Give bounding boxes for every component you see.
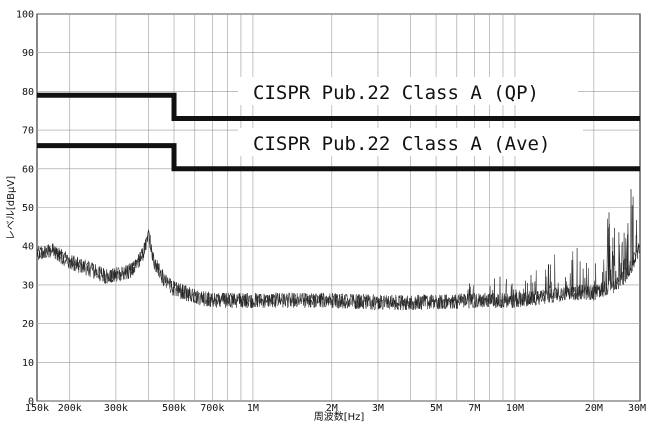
y-tick-label: 50	[22, 203, 34, 214]
qp-label-bg	[238, 77, 578, 105]
qp-limit-label: CISPR Pub.22 Class A (QP)	[253, 82, 539, 104]
y-tick-label: 90	[22, 48, 34, 59]
x-tick-label: 2M	[326, 403, 338, 414]
x-tick-label: 3M	[372, 403, 384, 414]
x-tick-label: 150k	[25, 403, 49, 414]
noise-trace	[36, 189, 641, 311]
limit-lines	[37, 92, 640, 172]
y-tick-label: 40	[22, 242, 34, 253]
x-tick-label: 200k	[58, 403, 82, 414]
x-tick-label: 1M	[247, 403, 259, 414]
y-tick-label: 60	[22, 164, 34, 175]
x-tick-label: 500k	[162, 403, 186, 414]
y-tick-label: 80	[22, 87, 34, 98]
x-axis-label: 周波数[Hz]	[314, 410, 365, 423]
y-tick-label: 100	[16, 10, 34, 21]
y-tick-label: 70	[22, 126, 34, 137]
x-tick-label: 30M	[628, 403, 646, 414]
y-axis-label: レベル[dBμV]	[5, 176, 17, 240]
ave-limit-label: CISPR Pub.22 Class A (Ave)	[253, 133, 550, 155]
x-tick-label: 700k	[200, 403, 224, 414]
x-tick-label: 10M	[506, 403, 524, 414]
y-tick-label: 20	[22, 319, 34, 330]
qp-limit-line	[37, 92, 640, 121]
x-tick-label: 7M	[468, 403, 480, 414]
x-tick-label: 20M	[585, 403, 603, 414]
ave-limit-line	[37, 143, 640, 172]
x-tick-label: 300k	[104, 403, 128, 414]
y-tick-label: 10	[22, 358, 34, 369]
ave-label-bg	[238, 128, 583, 156]
x-tick-label: 5M	[430, 403, 442, 414]
x-tick-labels: 150k 200k 300k 500k 700k 1M 2M 3M 5M 7M 10M 20M 30M	[25, 403, 646, 414]
y-tick-labels: 0 10 20 30 40 50 60 70 80 90 100	[16, 10, 34, 408]
y-tick-label: 0	[28, 397, 34, 408]
trace-path	[36, 189, 641, 311]
y-tick-label: 30	[22, 280, 34, 291]
